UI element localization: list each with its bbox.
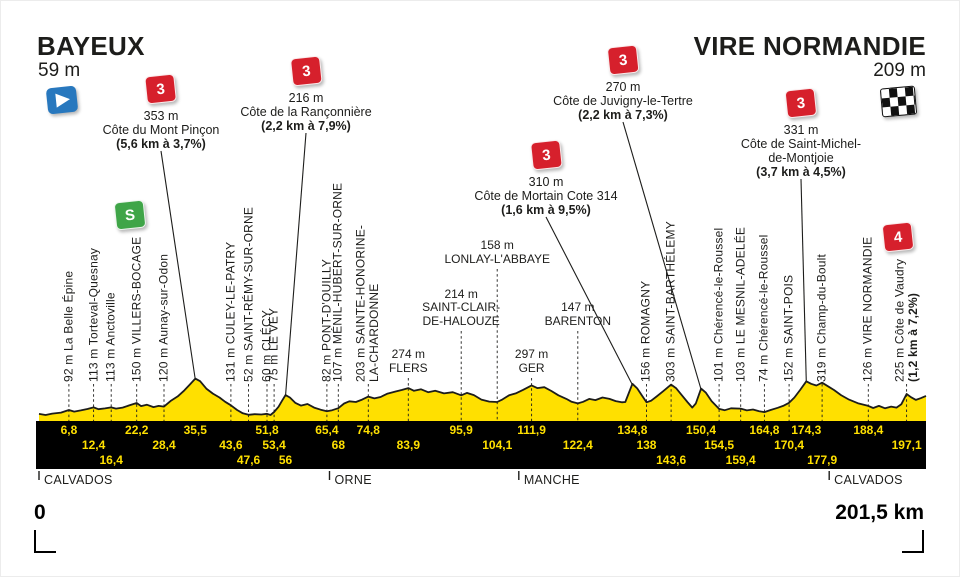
waypoint-label: 150 m VILLERS-BOCAGE [129,236,143,382]
climb-label: 3 310 m Côte de Mortain Cote 314 (1,6 km à … [474,139,618,217]
waypoint-label: 131 m CULEY-LE-PATRY [223,241,238,382]
category-flag-icon: 4 [881,221,915,253]
km-mark: 138 [636,438,657,452]
climb-text: 310 m Côte de Mortain Cote 314 (1,6 km à 9… [474,175,618,217]
waypoint-label: 126 m VIRE NORMANDIE [860,236,875,382]
km-mark: 28,4 [152,438,176,452]
km-mark: 47,6 [236,453,261,467]
start-city-name: BAYEUX [37,31,145,61]
corner-bracket-left [34,530,56,553]
start-flag-icon [45,85,79,115]
km-mark: 43,6 [219,438,243,452]
waypoint-label: 274 m FLERS [388,347,428,376]
checkered-flag-icon [879,85,918,118]
climb-label: 3 216 m Côte de la Rançonnière (2,2 km à 7,… [240,55,372,133]
waypoint-label: 319 m Champ-du-Boult [814,253,829,382]
waypoint-label: 113 m Torteval-Quesnay [85,247,100,382]
finish-city-elevation: 209 m [873,60,926,81]
km-mark: 170,4 [774,438,805,452]
waypoint-label: 113 m Anctoville [103,292,118,382]
km-mark: 134,8 [617,423,648,437]
waypoint-label: 107 m MÉNIL-HUBERT-SUR-ORNE [330,182,345,382]
km-mark: 188,4 [853,423,884,437]
region-label: CALVADOS [44,473,113,487]
category-flag-icon: 3 [606,44,640,76]
km-mark: 16,4 [99,453,123,467]
waypoint-label: 225 m Côte de Vaudry (1,2 km à 7,2%) [892,258,920,382]
waypoint-label: 214 m SAINT-CLAIR- DE-HALOUZE [422,286,501,329]
climb-label: 3 270 m Côte de Juvigny-le-Tertre (2,2 km à… [553,44,693,122]
climb-text: 353 m Côte du Mont Pinçon (5,6 km à 3,7%) [102,109,220,151]
profile-area [39,378,926,421]
km-mark: 22,2 [125,423,149,437]
km-mark: 104,1 [482,438,513,452]
km-mark: 65,4 [315,423,339,437]
km-mark: 143,6 [656,453,687,467]
waypoint-label: 203 m SAINTE-HONORINE- LA-CHARDONNE [353,224,382,382]
km-mark: 159,4 [725,453,756,467]
waypoint-label: 101 m Chérencé-le-Roussel [711,227,726,382]
km-mark: 35,5 [183,423,207,437]
distance-bar [36,421,926,469]
waypoint-label: 156 m ROMAGNY [638,280,653,382]
climb-text: 270 m Côte de Juvigny-le-Tertre (2,2 km à … [553,80,693,122]
climb-pointer-line [800,178,807,383]
climb-pointer-line [160,150,196,380]
km-mark: 68 [331,438,346,452]
category-flag-icon: 3 [784,87,818,119]
km-mark: 164,8 [749,423,780,437]
region-label: ORNE [334,473,372,487]
waypoint-label: 75 m LE VEY [266,307,281,382]
start-city-elevation: 59 m [38,60,81,81]
km-mark: 12,4 [81,438,106,452]
km-mark: 53,4 [262,438,286,452]
km-mark: 122,4 [562,438,593,452]
climb-label: 3 331 m Côte de Saint-Michel-de-Montjoie (3… [740,87,862,179]
sprint-flag-icon: S [113,199,147,231]
waypoint-label: 147 m BARENTON [544,300,612,329]
climb-label: 3 353 m Côte du Mont Pinçon (5,6 km à 3,7%) [102,73,220,151]
km-mark: 95,9 [449,423,473,437]
region-label: CALVADOS [834,473,903,487]
waypoint-label: 303 m SAINT-BARTHÉLEMY [663,221,678,382]
km-mark: 83,9 [396,438,420,452]
km-mark: 197,1 [891,438,922,452]
km-mark: 74,8 [356,423,380,437]
region-label: MANCHE [523,473,580,487]
waypoint-label: 52 m SAINT-RÉMY-SUR-ORNE [240,206,255,382]
climb-text: 216 m Côte de la Rançonnière (2,2 km à 7,9… [240,91,372,133]
category-flag-icon: 3 [144,73,178,105]
corner-bracket-right [902,530,924,553]
waypoint-label: 152 m SAINT-POIS [781,274,796,382]
climb-pointer-line [545,216,633,386]
finish-city-name: VIRE NORMANDIE [693,31,926,61]
climb-text: 331 m Côte de Saint-Michel-de-Montjoie (3,… [740,123,862,179]
waypoint-label: 297 m GER [514,347,549,376]
km-mark: 6,8 [60,423,78,437]
waypoint-label: 103 m LE MESNIL-ADELÉE [732,226,747,382]
km-mark: 56 [278,453,293,467]
start-distance: 0 [34,501,46,524]
climb-pointer-line [622,121,702,390]
total-distance: 201,5 km [835,501,924,524]
km-mark: 51,8 [255,423,279,437]
km-mark: 150,4 [686,423,717,437]
waypoint-label: 120 m Aunay-sur-Odon [156,253,171,382]
km-mark: 111,9 [517,423,546,437]
waypoint-label: 74 m Chérencé-le-Roussel [756,234,771,382]
category-flag-icon: 3 [289,55,323,87]
category-flag-icon: 3 [529,139,563,171]
km-mark: 174,3 [791,423,822,437]
km-mark: 154,5 [704,438,735,452]
km-mark: 177,9 [807,453,838,467]
profile-line [38,377,927,416]
waypoint-label: 158 m LONLAY-L'ABBAYE [444,238,550,267]
waypoint-label: 92 m La Belle Épine [61,270,76,382]
climb-pointer-line [284,132,307,397]
